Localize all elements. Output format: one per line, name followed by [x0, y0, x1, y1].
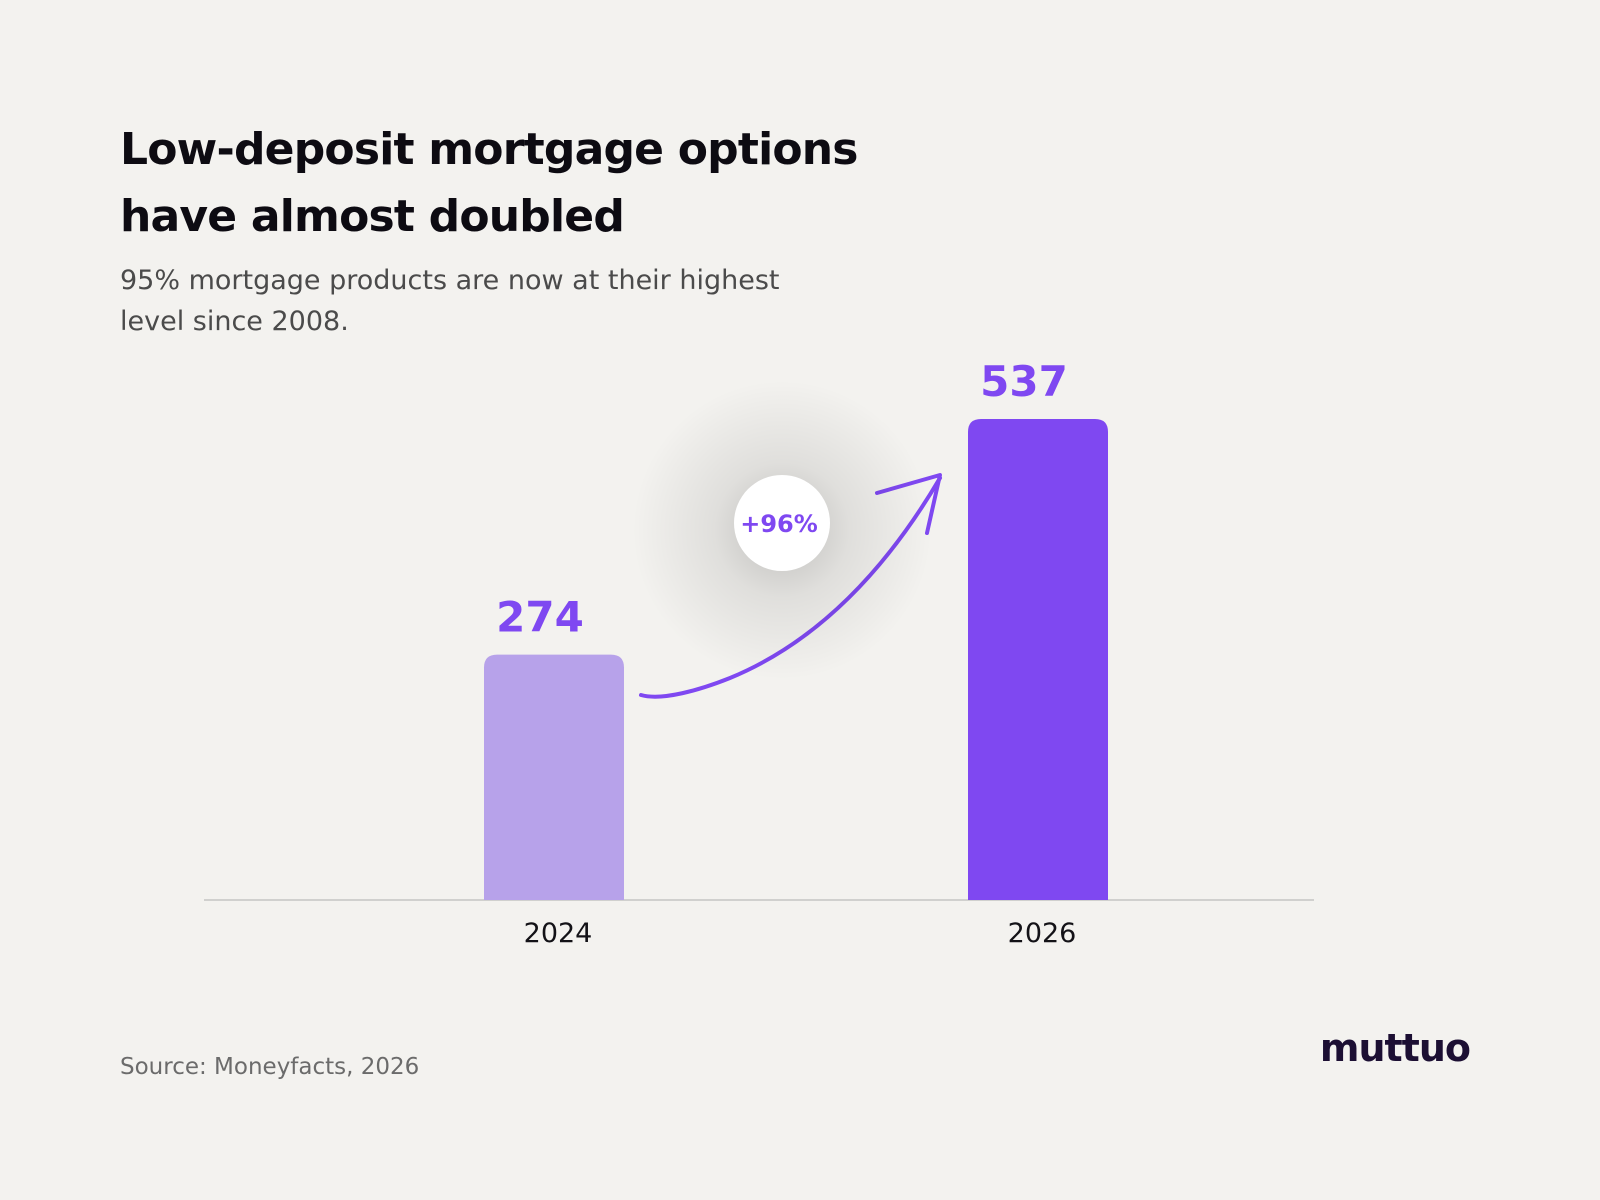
source-note: Source: Moneyfacts, 2026: [120, 1054, 420, 1080]
bar-2026: [968, 419, 1108, 900]
x-tick-label-2026: 2026: [1008, 918, 1077, 949]
chart-subtitle-line-2: level since 2008.: [120, 306, 349, 337]
percent-change-badge: [734, 475, 830, 571]
bar-2024: [484, 654, 624, 900]
chart-subtitle-line-1: 95% mortgage products are now at their h…: [120, 265, 780, 296]
chart-title-line-1: Low-deposit mortgage options: [120, 124, 859, 175]
chart-title-line-2: have almost doubled: [120, 191, 625, 242]
chart-subtitle: 95% mortgage products are now at their h…: [120, 260, 920, 342]
percent-change-label: +96%: [740, 510, 818, 538]
bar-value-label-2024: 274: [496, 593, 584, 642]
x-tick-label-2024: 2024: [524, 918, 593, 949]
muttuo-logo[interactable]: muttuo: [1319, 1026, 1471, 1070]
bar-value-label-2026: 537: [980, 357, 1068, 406]
chart-title: Low-deposit mortgage options have almost…: [120, 116, 1020, 250]
